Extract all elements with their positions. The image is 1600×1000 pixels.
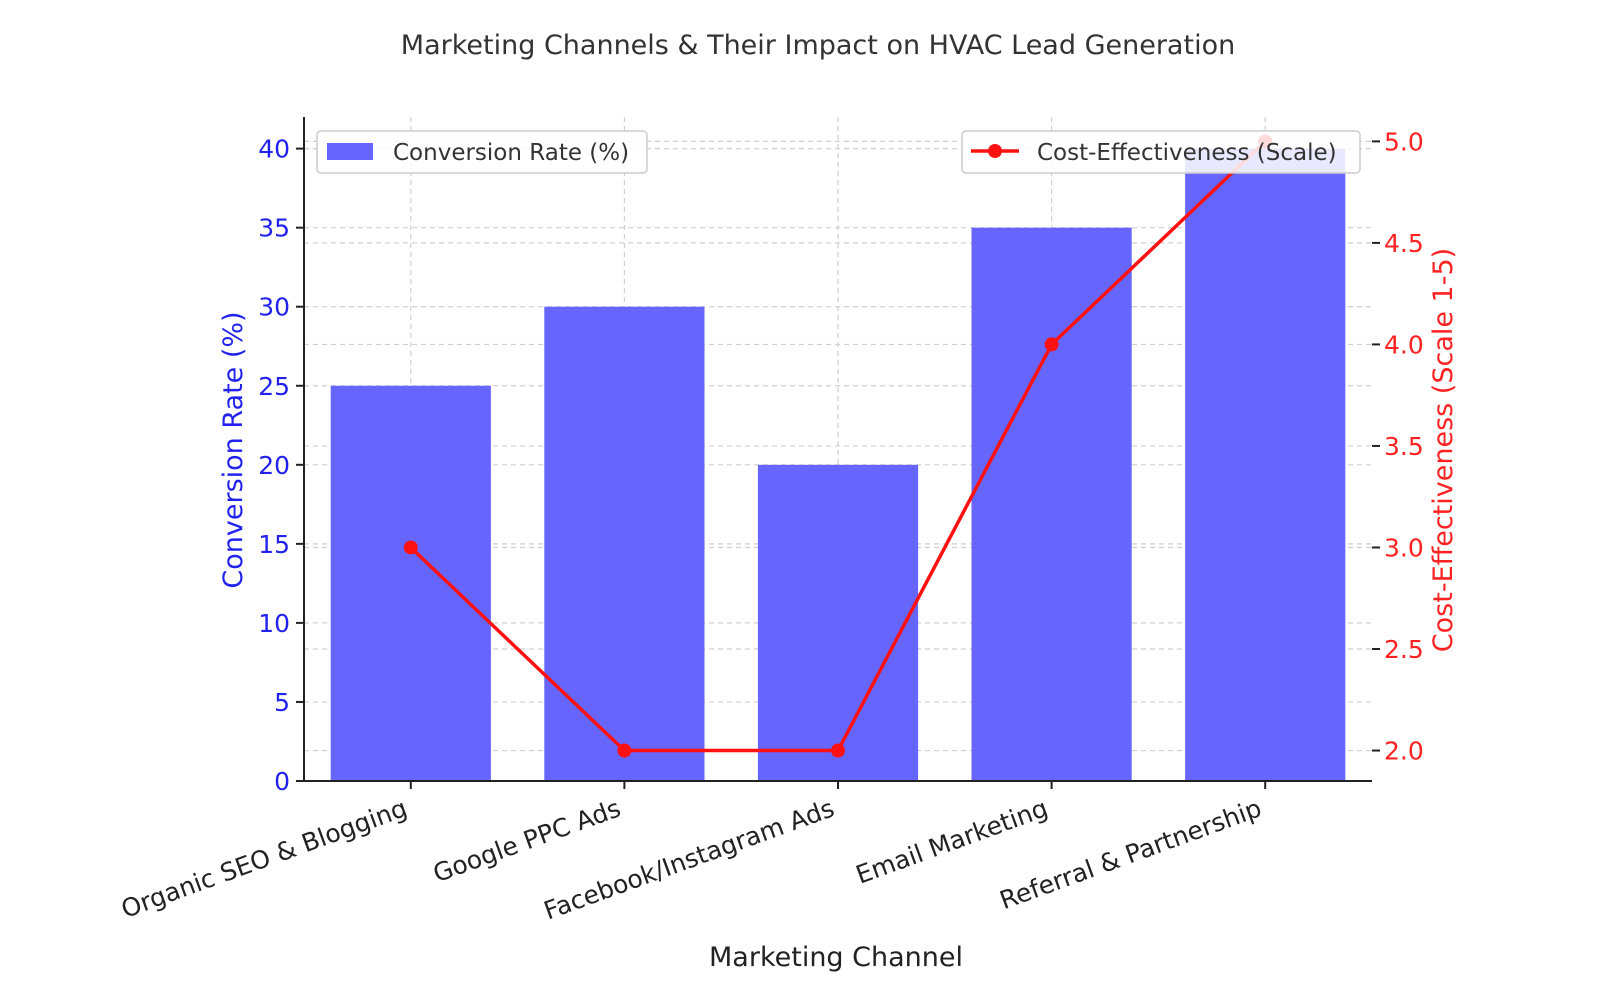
y2-tick-label: 3.5 xyxy=(1384,432,1424,461)
y2-tick-label: 2.5 xyxy=(1384,635,1424,664)
y-tick-label: 30 xyxy=(258,293,290,322)
legend-bar-label: Conversion Rate (%) xyxy=(393,140,629,166)
right-ticks: 2.0 2.5 3.0 3.5 4.0 4.5 5.0 xyxy=(1372,127,1424,766)
chart-title: Marketing Channels & Their Impact on HVA… xyxy=(401,30,1235,61)
y2-tick-label: 4.5 xyxy=(1384,229,1424,258)
bar xyxy=(1185,148,1346,782)
legend-left: Conversion Rate (%) xyxy=(316,130,648,174)
y2-tick-label: 4.0 xyxy=(1384,330,1424,359)
cost-point xyxy=(403,540,418,555)
y2-tick-label: 3.0 xyxy=(1384,533,1424,562)
y-tick-label: 0 xyxy=(274,767,290,796)
cost-point xyxy=(617,743,632,758)
y-tick-label: 5 xyxy=(274,688,290,717)
x-tick-label: Organic SEO & Blogging xyxy=(117,793,410,923)
category-labels: Organic SEO & Blogging Google PPC AdsFace… xyxy=(117,781,1267,925)
legend-line-marker xyxy=(988,144,1002,158)
y-tick-label: 25 xyxy=(258,372,290,401)
y-tick-label: 20 xyxy=(258,451,290,480)
y-tick-label: 15 xyxy=(258,530,290,559)
y-tick-label: 40 xyxy=(258,135,290,164)
legend-right: Cost-Effectiveness (Scale) xyxy=(961,130,1361,174)
y2-tick-label: 2.0 xyxy=(1384,737,1424,766)
bar xyxy=(971,227,1132,781)
bar xyxy=(330,385,491,781)
y-axis-label: Conversion Rate (%) xyxy=(218,311,249,588)
legend-bar-swatch xyxy=(327,143,373,160)
x-tick-label: Google PPC Ads xyxy=(429,793,624,888)
cost-point xyxy=(831,743,845,758)
left-ticks: 0 5 10 15 20 25 30 35 40 xyxy=(258,135,304,796)
y2-axis-label: Cost-Effectiveness (Scale 1-5) xyxy=(1428,248,1459,652)
y2-tick-label: 5.0 xyxy=(1384,127,1424,156)
cost-point xyxy=(1044,337,1059,352)
legend-line-label: Cost-Effectiveness (Scale) xyxy=(1037,140,1337,166)
bar xyxy=(544,306,705,781)
x-tick-label: Email Marketing xyxy=(852,793,1052,889)
bar xyxy=(757,464,919,781)
y-tick-label: 35 xyxy=(258,214,290,243)
x-axis-label: Marketing Channel xyxy=(709,942,963,973)
y-tick-label: 10 xyxy=(258,609,290,638)
